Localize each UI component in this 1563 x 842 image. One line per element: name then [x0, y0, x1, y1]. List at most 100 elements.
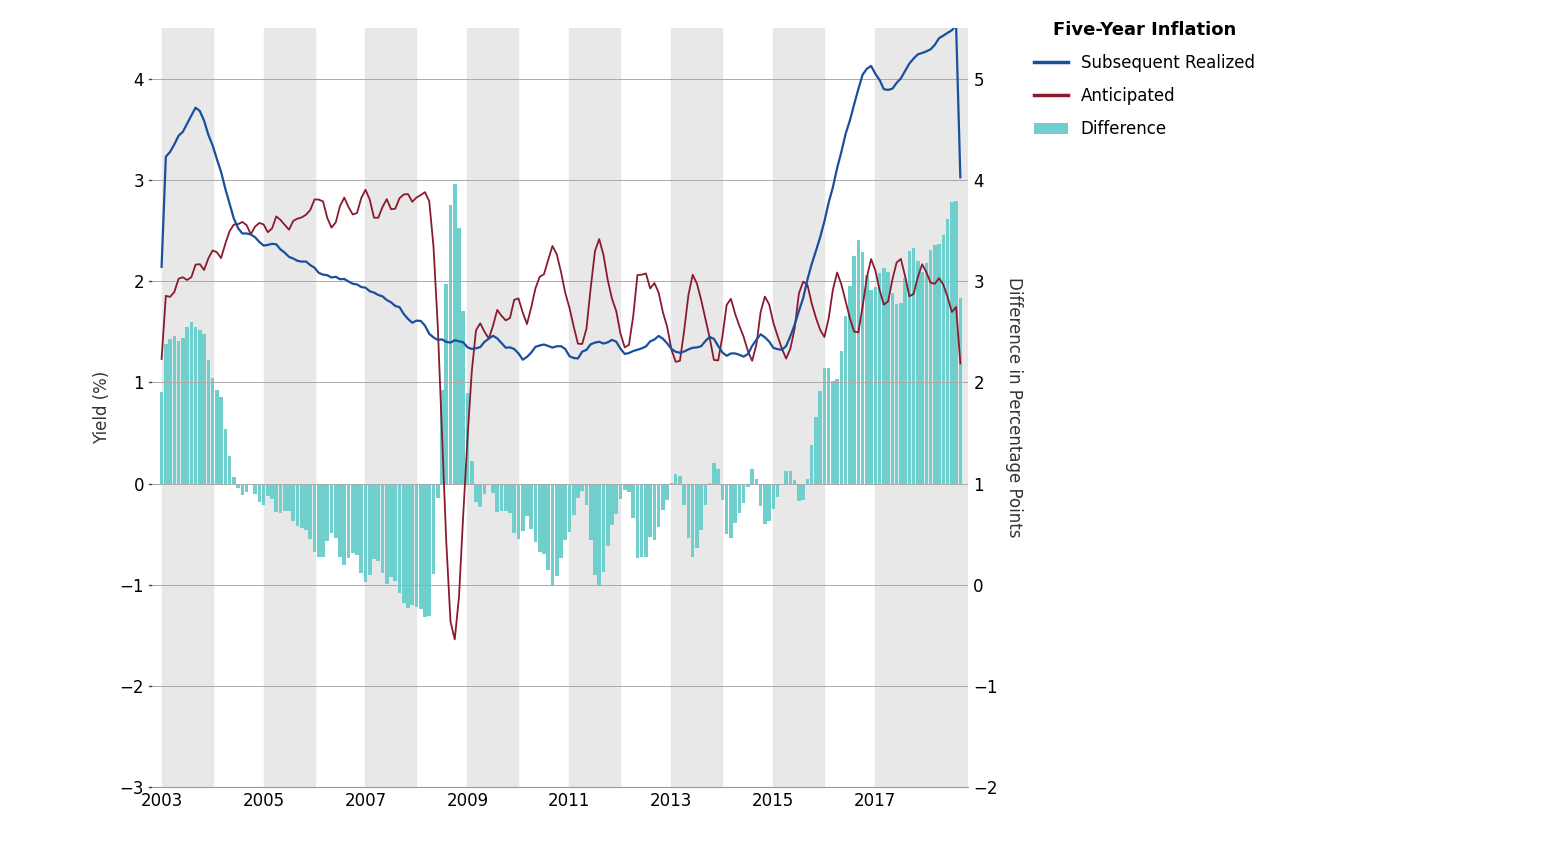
Bar — [696, 483, 699, 547]
Bar — [672, 28, 722, 787]
Bar — [810, 445, 813, 483]
Bar — [194, 327, 197, 483]
Bar — [508, 483, 511, 513]
Bar — [572, 483, 575, 515]
Bar — [580, 483, 585, 492]
Bar — [780, 483, 783, 485]
Bar — [467, 28, 519, 787]
Bar — [861, 252, 864, 483]
Bar — [822, 368, 827, 483]
Bar — [864, 275, 869, 483]
Bar — [364, 483, 367, 582]
Bar — [567, 483, 570, 532]
Bar — [738, 483, 741, 513]
Bar — [814, 417, 817, 483]
Bar — [631, 483, 635, 518]
Bar — [875, 28, 969, 787]
Bar — [338, 483, 342, 557]
Bar — [725, 483, 728, 535]
Bar — [419, 483, 422, 610]
Bar — [384, 483, 389, 584]
Bar — [835, 379, 839, 483]
Bar — [928, 250, 933, 483]
Bar — [513, 483, 516, 533]
Bar — [903, 279, 907, 483]
Bar — [639, 483, 644, 557]
Bar — [699, 483, 703, 530]
Bar — [317, 483, 320, 557]
Bar — [355, 483, 359, 555]
Bar — [397, 483, 402, 593]
Bar — [189, 322, 194, 483]
Bar — [520, 483, 525, 530]
Bar — [955, 201, 958, 483]
Bar — [560, 483, 563, 558]
Bar — [322, 483, 325, 557]
Bar — [495, 483, 499, 512]
Bar — [241, 483, 244, 495]
Bar — [542, 483, 545, 554]
Bar — [427, 483, 431, 616]
Bar — [228, 456, 231, 483]
Bar — [206, 360, 209, 483]
Bar — [219, 397, 224, 483]
Bar — [342, 483, 345, 565]
Bar — [713, 462, 716, 483]
Bar — [231, 477, 236, 483]
Bar — [169, 338, 172, 483]
Bar — [627, 483, 631, 492]
Bar — [366, 28, 416, 787]
Bar — [592, 483, 597, 575]
Bar — [308, 483, 313, 539]
Bar — [258, 483, 261, 503]
Bar — [325, 483, 330, 541]
Bar — [946, 219, 949, 483]
Bar — [491, 483, 495, 493]
Bar — [656, 483, 661, 527]
Bar — [381, 483, 384, 573]
Bar — [916, 261, 919, 483]
Bar — [606, 483, 610, 546]
Bar — [441, 390, 444, 483]
Bar — [797, 483, 800, 501]
Bar — [563, 483, 567, 540]
Bar — [683, 483, 686, 504]
Bar — [886, 272, 889, 483]
Bar — [760, 483, 763, 506]
Bar — [313, 483, 316, 552]
Bar — [177, 341, 180, 483]
Bar — [305, 483, 308, 530]
Bar — [334, 483, 338, 538]
Bar — [785, 471, 788, 483]
Bar — [224, 429, 227, 483]
Bar — [933, 245, 936, 483]
Bar — [300, 483, 303, 528]
Bar — [377, 483, 380, 561]
Bar — [805, 478, 810, 483]
Bar — [411, 483, 414, 605]
Bar — [211, 378, 214, 483]
Bar — [938, 243, 941, 483]
Bar — [278, 483, 283, 513]
Bar — [164, 344, 167, 483]
Bar — [500, 483, 503, 511]
Bar — [474, 483, 478, 502]
Bar — [644, 483, 647, 557]
Bar — [636, 483, 639, 558]
Bar — [517, 483, 520, 539]
Bar — [530, 483, 533, 529]
Bar — [827, 368, 830, 483]
Bar — [503, 483, 508, 511]
Bar — [772, 483, 775, 509]
Bar — [264, 28, 314, 787]
Bar — [894, 304, 899, 483]
Bar — [921, 272, 924, 483]
Bar — [666, 483, 669, 500]
Bar — [245, 483, 249, 492]
Bar — [389, 483, 392, 577]
Bar — [742, 483, 746, 504]
Bar — [202, 334, 206, 483]
Bar — [555, 483, 558, 576]
Bar — [728, 483, 733, 538]
Bar — [678, 476, 681, 483]
